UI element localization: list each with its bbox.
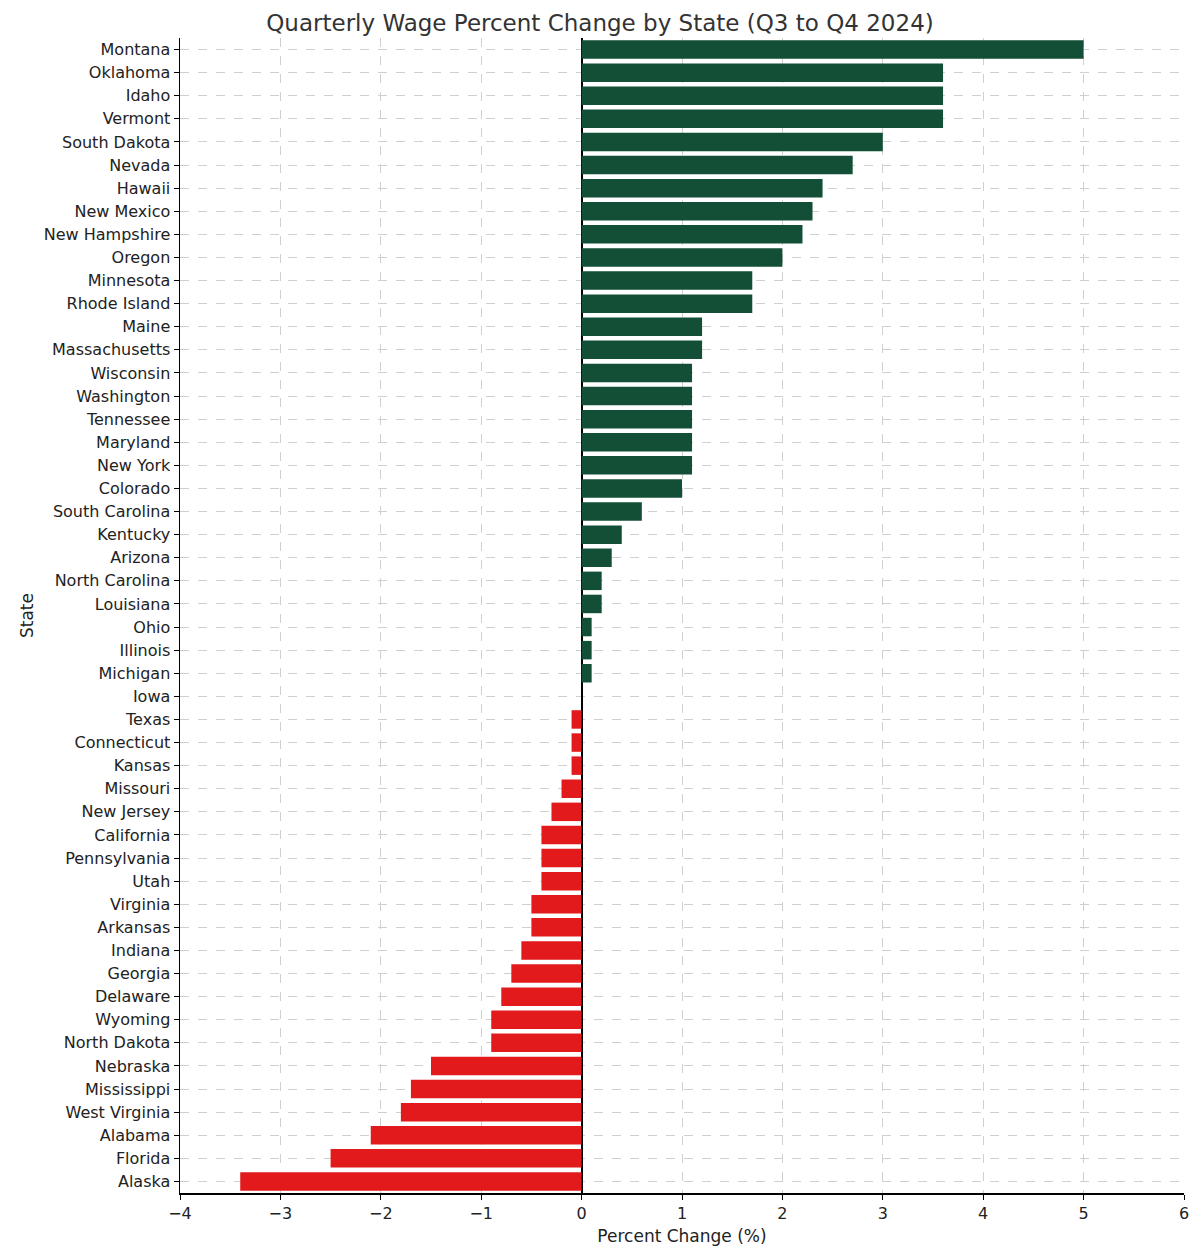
svg-text:West Virginia: West Virginia [66,1103,171,1122]
svg-text:Mississippi: Mississippi [85,1080,170,1099]
svg-text:Maine: Maine [122,317,170,336]
svg-text:Nebraska: Nebraska [95,1057,170,1076]
svg-text:0: 0 [577,1204,587,1223]
svg-text:Pennsylvania: Pennsylvania [65,849,170,868]
svg-text:Virginia: Virginia [110,895,170,914]
svg-text:North Dakota: North Dakota [64,1033,171,1052]
svg-text:Vermont: Vermont [103,109,171,128]
svg-text:Arkansas: Arkansas [97,918,170,937]
svg-text:Minnesota: Minnesota [88,271,171,290]
svg-text:Hawaii: Hawaii [117,179,171,198]
svg-text:Colorado: Colorado [99,479,171,498]
svg-text:Georgia: Georgia [108,964,171,983]
svg-text:New Mexico: New Mexico [74,202,170,221]
svg-text:−3: −3 [269,1204,293,1223]
svg-text:−4: −4 [168,1204,192,1223]
svg-text:Missouri: Missouri [104,779,170,798]
svg-text:Montana: Montana [101,40,171,59]
svg-text:Illinois: Illinois [120,641,171,660]
svg-text:Arizona: Arizona [110,548,170,567]
svg-text:Percent Change (%): Percent Change (%) [597,1226,766,1246]
svg-text:Florida: Florida [116,1149,170,1168]
svg-text:State: State [17,593,37,638]
svg-text:Indiana: Indiana [111,941,170,960]
svg-text:South Dakota: South Dakota [62,133,170,152]
svg-text:Wisconsin: Wisconsin [90,364,170,383]
svg-text:Michigan: Michigan [99,664,171,683]
svg-text:Utah: Utah [132,872,170,891]
svg-text:3: 3 [878,1204,888,1223]
svg-text:Wyoming: Wyoming [95,1010,170,1029]
svg-text:New Jersey: New Jersey [82,802,171,821]
svg-text:Kentucky: Kentucky [97,525,170,544]
svg-text:Louisiana: Louisiana [95,595,171,614]
svg-text:Nevada: Nevada [109,156,170,175]
svg-text:−2: −2 [369,1204,393,1223]
svg-text:Rhode Island: Rhode Island [67,294,171,313]
svg-text:Oklahoma: Oklahoma [89,63,170,82]
svg-text:Tennessee: Tennessee [86,410,170,429]
svg-text:Iowa: Iowa [133,687,170,706]
svg-text:North Carolina: North Carolina [55,571,171,590]
svg-text:5: 5 [1079,1204,1089,1223]
svg-text:New York: New York [97,456,171,475]
svg-text:Maryland: Maryland [96,433,170,452]
svg-text:Massachusetts: Massachusetts [52,340,170,359]
svg-text:4: 4 [978,1204,988,1223]
svg-text:2: 2 [777,1204,787,1223]
svg-text:−1: −1 [469,1204,493,1223]
svg-text:New Hampshire: New Hampshire [44,225,171,244]
svg-text:Kansas: Kansas [114,756,171,775]
svg-text:Washington: Washington [76,387,170,406]
svg-text:1: 1 [677,1204,687,1223]
svg-text:Delaware: Delaware [95,987,170,1006]
svg-text:Alabama: Alabama [100,1126,171,1145]
svg-text:Connecticut: Connecticut [74,733,170,752]
svg-text:Idaho: Idaho [126,86,171,105]
svg-text:Texas: Texas [125,710,170,729]
svg-text:California: California [94,826,170,845]
svg-text:Ohio: Ohio [133,618,170,637]
svg-text:Oregon: Oregon [112,248,171,267]
svg-text:Quarterly Wage Percent Change: Quarterly Wage Percent Change by State (… [266,10,934,36]
svg-text:6: 6 [1179,1204,1189,1223]
svg-text:Alaska: Alaska [118,1172,170,1191]
svg-text:South Carolina: South Carolina [53,502,170,521]
